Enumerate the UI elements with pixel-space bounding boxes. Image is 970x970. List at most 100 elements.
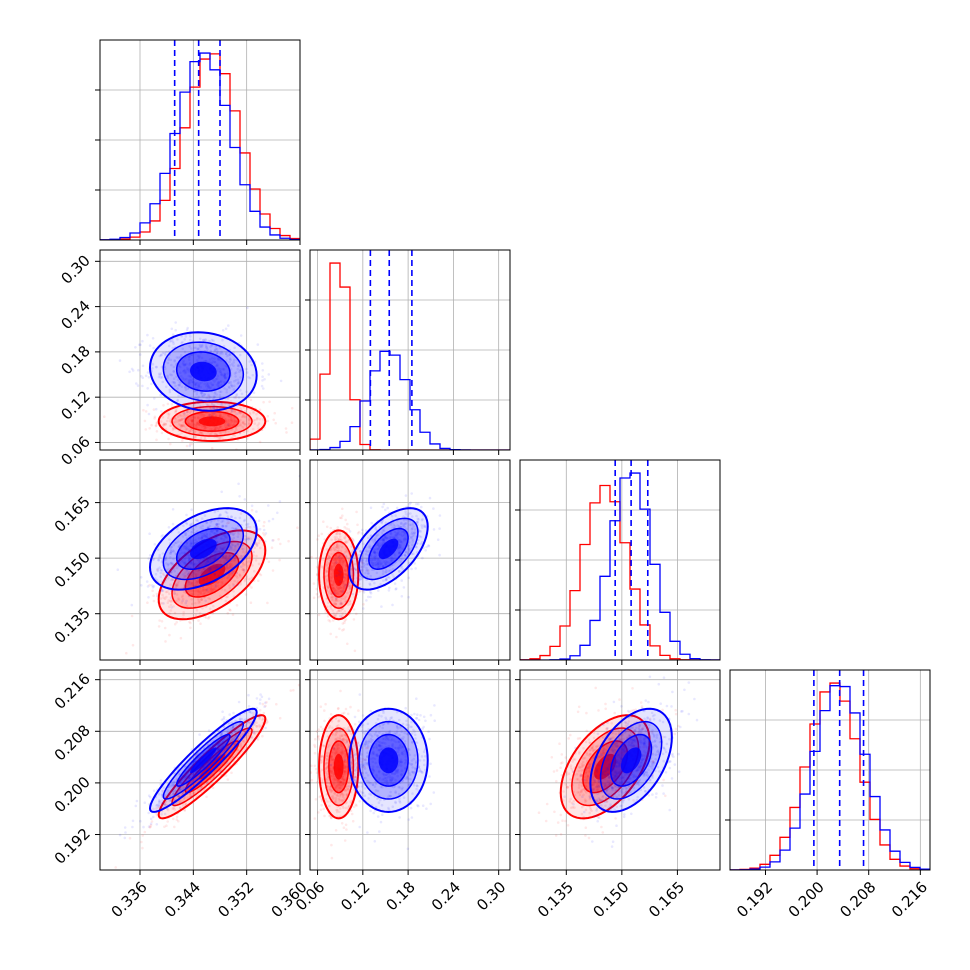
scatter-point bbox=[224, 417, 227, 421]
scatter-point bbox=[194, 435, 198, 439]
scatter-point bbox=[369, 546, 372, 549]
scatter-point bbox=[190, 508, 193, 512]
scatter-point bbox=[389, 532, 392, 535]
scatter-point bbox=[216, 385, 220, 388]
scatter-point bbox=[149, 817, 153, 821]
scatter-point bbox=[369, 583, 372, 586]
scatter-point bbox=[197, 756, 201, 759]
scatter-point bbox=[180, 595, 184, 599]
scatter-point bbox=[263, 520, 266, 524]
scatter-point bbox=[146, 371, 150, 374]
scatter-point bbox=[253, 569, 256, 573]
scatter-point bbox=[341, 560, 344, 563]
scatter-point bbox=[229, 562, 232, 566]
scatter-point bbox=[155, 430, 159, 433]
scatter-point bbox=[179, 381, 182, 385]
scatter-point bbox=[169, 599, 172, 603]
scatter-point bbox=[239, 583, 242, 586]
scatter-point bbox=[204, 339, 207, 342]
scatter-point bbox=[146, 403, 149, 407]
scatter-point bbox=[397, 538, 400, 542]
scatter-point bbox=[265, 721, 268, 725]
scatter-point bbox=[153, 397, 156, 400]
scatter-point bbox=[211, 557, 215, 560]
scatter-point bbox=[184, 765, 187, 769]
scatter-point bbox=[331, 572, 334, 576]
scatter-point bbox=[221, 430, 225, 434]
scatter-point bbox=[187, 571, 191, 575]
scatter-point bbox=[373, 550, 377, 554]
scatter-point bbox=[193, 402, 196, 405]
scatter-point bbox=[213, 349, 216, 353]
scatter-point bbox=[218, 580, 221, 583]
scatter-point bbox=[404, 510, 407, 513]
scatter-point bbox=[197, 570, 200, 573]
scatter-point bbox=[177, 419, 181, 422]
scatter-point bbox=[233, 410, 236, 413]
scatter-point bbox=[189, 794, 193, 798]
scatter-point bbox=[246, 306, 249, 310]
scatter-point bbox=[219, 346, 222, 350]
scatter-point bbox=[340, 545, 344, 549]
scatter-point bbox=[187, 774, 191, 777]
scatter-point bbox=[150, 820, 154, 823]
scatter-point bbox=[238, 516, 242, 520]
scatter-point bbox=[407, 547, 411, 550]
scatter-point bbox=[414, 567, 418, 570]
scatter-point bbox=[218, 425, 222, 429]
scatter-point bbox=[189, 626, 192, 630]
scatter-point bbox=[192, 404, 196, 407]
scatter-point bbox=[232, 743, 236, 746]
scatter-point bbox=[219, 370, 222, 373]
scatter-point bbox=[166, 820, 169, 823]
scatter-point bbox=[207, 586, 210, 590]
scatter-point bbox=[215, 536, 219, 539]
scatter-point bbox=[195, 359, 199, 362]
scatter-point bbox=[183, 809, 187, 812]
scatter-point bbox=[384, 537, 388, 540]
scatter-point bbox=[343, 526, 347, 529]
scatter-point bbox=[379, 562, 383, 566]
scatter-point bbox=[234, 728, 237, 732]
scatter-point bbox=[244, 746, 248, 749]
scatter-point bbox=[250, 508, 254, 512]
scatter-point bbox=[189, 415, 193, 419]
scatter-point bbox=[233, 420, 236, 423]
scatter-point bbox=[336, 592, 340, 596]
scatter-point bbox=[173, 359, 176, 362]
scatter-point bbox=[172, 564, 176, 567]
scatter-point bbox=[182, 573, 185, 576]
scatter-point bbox=[171, 789, 174, 793]
scatter-point bbox=[207, 525, 210, 529]
scatter-point bbox=[263, 705, 266, 708]
scatter-point bbox=[227, 573, 231, 576]
scatter-point bbox=[338, 558, 341, 562]
scatter-point bbox=[191, 571, 195, 574]
scatter-point bbox=[147, 376, 151, 379]
scatter-point bbox=[238, 573, 242, 577]
scatter-point bbox=[337, 569, 341, 573]
scatter-point bbox=[258, 725, 262, 728]
scatter-point bbox=[185, 522, 189, 526]
scatter-point bbox=[233, 730, 237, 733]
scatter-point bbox=[161, 593, 164, 597]
scatter-point bbox=[224, 430, 228, 434]
scatter-point bbox=[216, 534, 220, 538]
scatter-point bbox=[340, 590, 344, 593]
scatter-point bbox=[229, 740, 232, 744]
scatter-point bbox=[438, 514, 442, 517]
scatter-point bbox=[189, 792, 192, 795]
scatter-point bbox=[206, 590, 209, 593]
scatter-point bbox=[245, 523, 248, 526]
scatter-point bbox=[336, 586, 339, 589]
scatter-point bbox=[243, 422, 246, 426]
scatter-point bbox=[220, 373, 223, 377]
scatter-point bbox=[207, 556, 210, 560]
scatter-point bbox=[160, 365, 164, 369]
scatter-point bbox=[215, 534, 218, 537]
scatter-point bbox=[180, 385, 184, 389]
scatter-point bbox=[171, 578, 175, 581]
scatter-point bbox=[338, 580, 342, 583]
scatter-point bbox=[189, 378, 193, 382]
scatter-point bbox=[138, 343, 141, 347]
